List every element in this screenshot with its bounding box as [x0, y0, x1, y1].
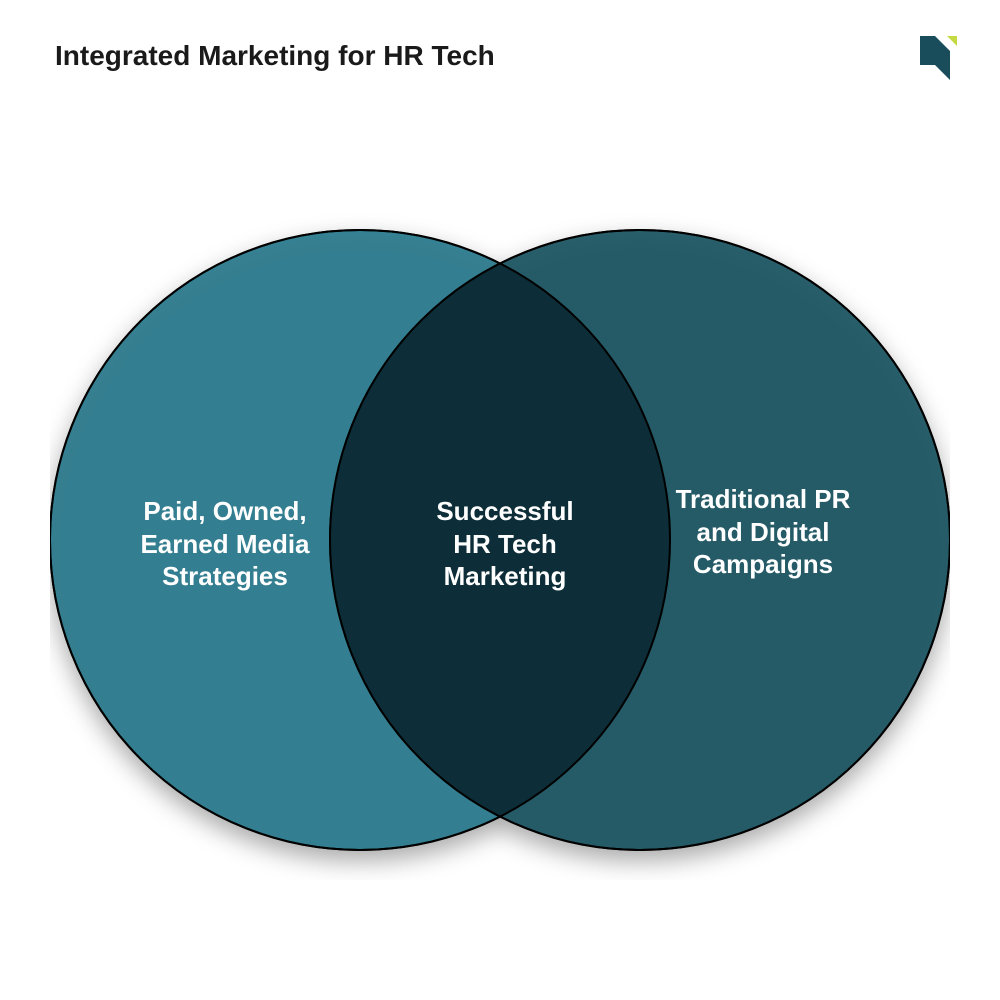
- logo-icon: [905, 28, 965, 88]
- venn-diagram: Paid, Owned, Earned Media Strategies Suc…: [50, 200, 950, 880]
- venn-label-left: Paid, Owned, Earned Media Strategies: [115, 495, 335, 593]
- brand-logo: [905, 28, 965, 88]
- page-title: Integrated Marketing for HR Tech: [55, 40, 495, 72]
- venn-label-right: Traditional PR and Digital Campaigns: [658, 483, 868, 581]
- venn-label-center: Successful HR Tech Marketing: [420, 495, 590, 593]
